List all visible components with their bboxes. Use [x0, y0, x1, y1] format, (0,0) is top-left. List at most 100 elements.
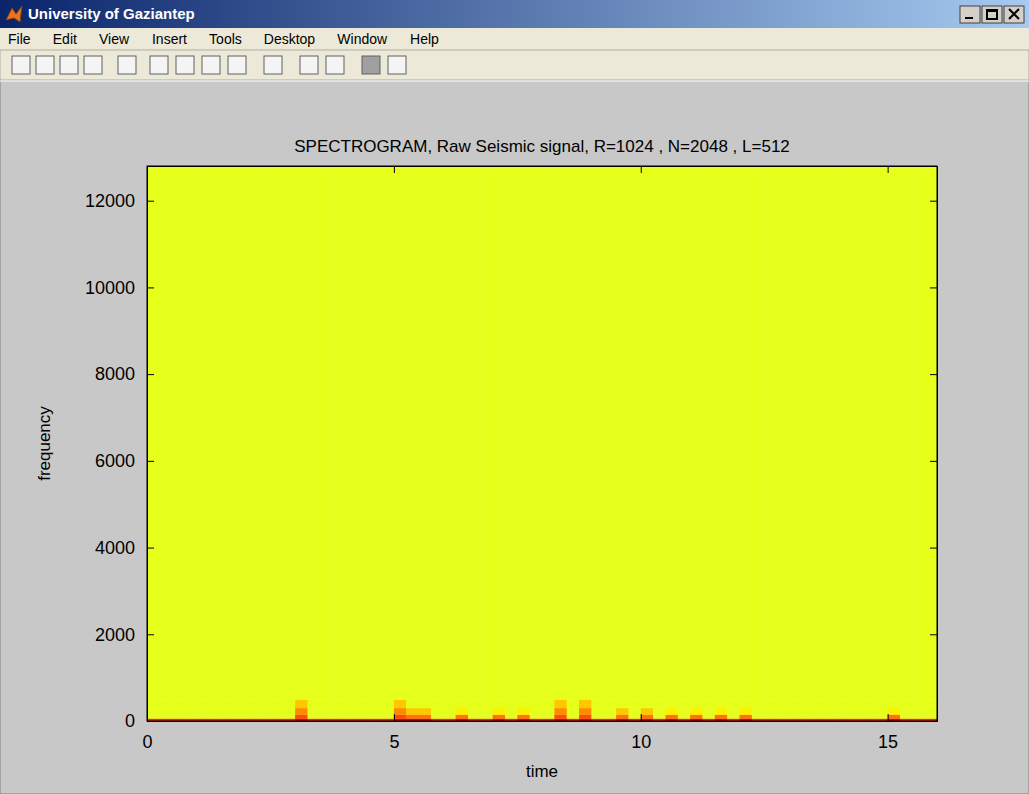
heatmap-cell [517, 166, 530, 700]
x-axis: 051015 [142, 714, 937, 752]
heatmap-cell [295, 699, 308, 708]
heatmap-cell [345, 708, 358, 715]
tick [930, 634, 937, 635]
heatmap-cell [542, 714, 555, 718]
heatmap-cell [801, 699, 814, 708]
heatmap-cell [715, 714, 728, 718]
toolbar-icon [388, 56, 406, 74]
heatmap-cell [357, 699, 370, 708]
heatmap-cell [196, 714, 209, 718]
heatmap-cell [826, 699, 839, 708]
tick-mark [147, 634, 154, 635]
menu-item[interactable]: View [99, 31, 130, 47]
toolbar-icon [228, 56, 246, 74]
toolbar-button[interactable] [150, 56, 168, 74]
tick [930, 548, 937, 549]
tick-label: 0 [125, 711, 135, 731]
menu-item[interactable]: Edit [53, 31, 77, 47]
toolbar-button[interactable] [388, 56, 406, 74]
toolbar-button[interactable] [84, 56, 102, 74]
heatmap-cell [456, 708, 469, 715]
heatmap-cells [147, 166, 937, 721]
heatmap-cell [456, 166, 469, 700]
heatmap-cell [493, 699, 506, 708]
heatmap-cell [801, 708, 814, 715]
y-axis-title: frequency [35, 406, 54, 481]
window-button[interactable] [982, 6, 1002, 23]
heatmap-cell [295, 708, 308, 715]
heatmap-cell [172, 714, 185, 718]
heatmap-cell [221, 708, 234, 715]
heatmap-cell [369, 166, 382, 700]
heatmap-cell [752, 699, 765, 708]
heatmap-cell [184, 166, 197, 700]
heatmap-cell [258, 708, 271, 715]
heatmap-cell [925, 708, 937, 715]
window-button[interactable] [960, 6, 980, 23]
heatmap-cell [159, 714, 172, 718]
heatmap-cell [505, 166, 518, 700]
heatmap-cell [678, 699, 691, 708]
toolbar-button[interactable] [264, 56, 282, 74]
heatmap-cell [777, 166, 790, 700]
heatmap-cell [307, 714, 320, 718]
window-button[interactable] [1004, 6, 1024, 23]
toolbar-button[interactable] [202, 56, 220, 74]
heatmap-cell [159, 699, 172, 708]
heatmap-cell [517, 699, 530, 708]
heatmap-cell [702, 714, 715, 718]
tick-label: 4000 [95, 538, 135, 558]
toolbar-button[interactable] [118, 56, 136, 74]
heatmap-cell [764, 714, 777, 718]
heatmap-cell [888, 699, 901, 708]
tick-mark [147, 201, 154, 202]
heatmap-cell [641, 708, 654, 715]
toolbar-button[interactable] [300, 56, 318, 74]
tick-mark [930, 201, 937, 202]
heatmap-cell [912, 166, 925, 700]
toolbar-button[interactable] [326, 56, 344, 74]
heatmap-cell [431, 699, 444, 708]
heatmap-cell [678, 166, 691, 700]
tick-mark [147, 287, 154, 288]
toolbar-icon [300, 56, 318, 74]
toolbar-icon [150, 56, 168, 74]
menu-item[interactable]: Help [410, 31, 439, 47]
menu-item[interactable]: Insert [152, 31, 187, 47]
heatmap-cell [591, 699, 604, 708]
heatmap-cell [789, 714, 802, 718]
heatmap-cell [628, 714, 641, 718]
menu-item[interactable]: Window [337, 31, 388, 47]
heatmap-cell [838, 166, 851, 700]
heatmap-cell [752, 708, 765, 715]
tick-mark [930, 634, 937, 635]
heatmap-cell [196, 708, 209, 715]
toolbar-button[interactable] [12, 56, 30, 74]
toolbar-button[interactable] [176, 56, 194, 74]
toolbar-button[interactable] [36, 56, 54, 74]
heatmap-cell [283, 699, 296, 708]
heatmap-cell [604, 714, 617, 718]
menu-item[interactable]: File [8, 31, 31, 47]
heatmap-cell [493, 708, 506, 715]
toolbar-button[interactable] [362, 56, 380, 74]
heatmap-cell [394, 699, 407, 708]
heatmap-cell [505, 708, 518, 715]
heatmap-cell [431, 166, 444, 700]
menu-item[interactable]: Tools [209, 31, 242, 47]
heatmap-cell [764, 708, 777, 715]
heatmap-cell [270, 166, 283, 700]
toolbar-button[interactable] [228, 56, 246, 74]
heatmap-cell [900, 708, 913, 715]
heatmap-cell [369, 708, 382, 715]
heatmap-cell [604, 708, 617, 715]
heatmap-cell [863, 166, 876, 700]
toolbar-button[interactable] [60, 56, 78, 74]
heatmap-cell [653, 699, 666, 708]
heatmap-cell [357, 166, 370, 700]
heatmap-cell [221, 714, 234, 718]
tick: 5 [389, 714, 399, 752]
menu-item[interactable]: Desktop [264, 31, 316, 47]
tick-label: 0 [142, 732, 152, 752]
heatmap-cell [554, 708, 567, 715]
